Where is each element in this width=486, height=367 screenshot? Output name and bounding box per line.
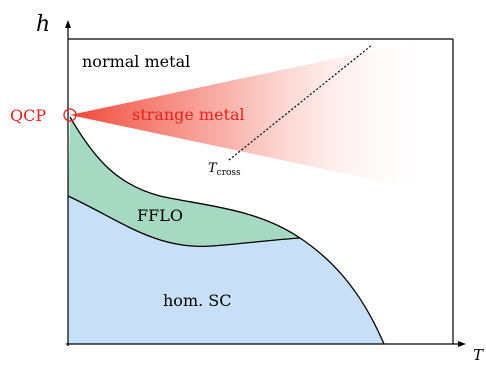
fflo-lower-boundary-line (67, 195, 301, 247)
x-axis-label: T (473, 346, 484, 364)
strange-metal-region (70, 38, 432, 192)
x-axis-arrow-icon (458, 341, 466, 347)
hom-sc-label: hom. SC (163, 291, 231, 310)
y-axis-label: h (36, 12, 50, 37)
crossover-label-main: T (208, 161, 218, 176)
hom-sc-region (68, 196, 384, 344)
fflo-region (68, 117, 300, 247)
qcp-marker-icon (63, 108, 77, 122)
crossover-line (228, 44, 373, 161)
y-axis-arrow-icon (65, 20, 71, 28)
fflo-label: FFLO (137, 206, 183, 225)
qcp-label: QCP (10, 106, 46, 125)
upper-critical-field-line (69, 116, 385, 345)
crossover-label-sub: cross (217, 168, 241, 178)
crossover-label: Tcross (208, 161, 241, 178)
strange-metal-label: strange metal (132, 105, 245, 124)
normal-metal-label: normal metal (82, 52, 190, 71)
